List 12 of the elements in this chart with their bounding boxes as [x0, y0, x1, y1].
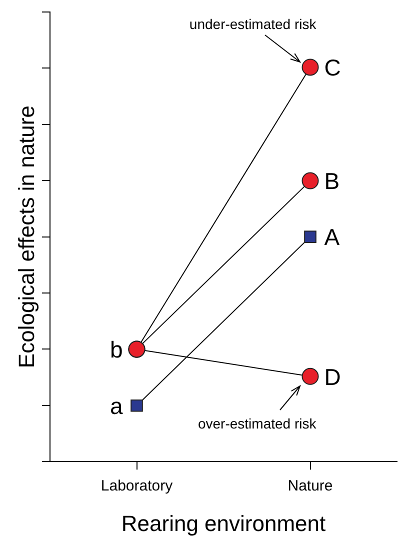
annotation: D [324, 364, 341, 390]
y-axis-title: Ecological effects in nature [14, 106, 40, 368]
annotation: a [110, 392, 123, 419]
x-tick-label: Nature [288, 478, 333, 495]
annotation: A [324, 224, 340, 250]
annotation: C [324, 54, 341, 81]
annotation: under-estimated risk [189, 16, 318, 32]
annotation: b [110, 336, 123, 363]
x-tick-label: Laboratory [100, 478, 174, 495]
annotation: over-estimated risk [198, 415, 318, 432]
annotation: B [324, 168, 340, 194]
x-axis-title: Rearing environment [121, 510, 326, 536]
